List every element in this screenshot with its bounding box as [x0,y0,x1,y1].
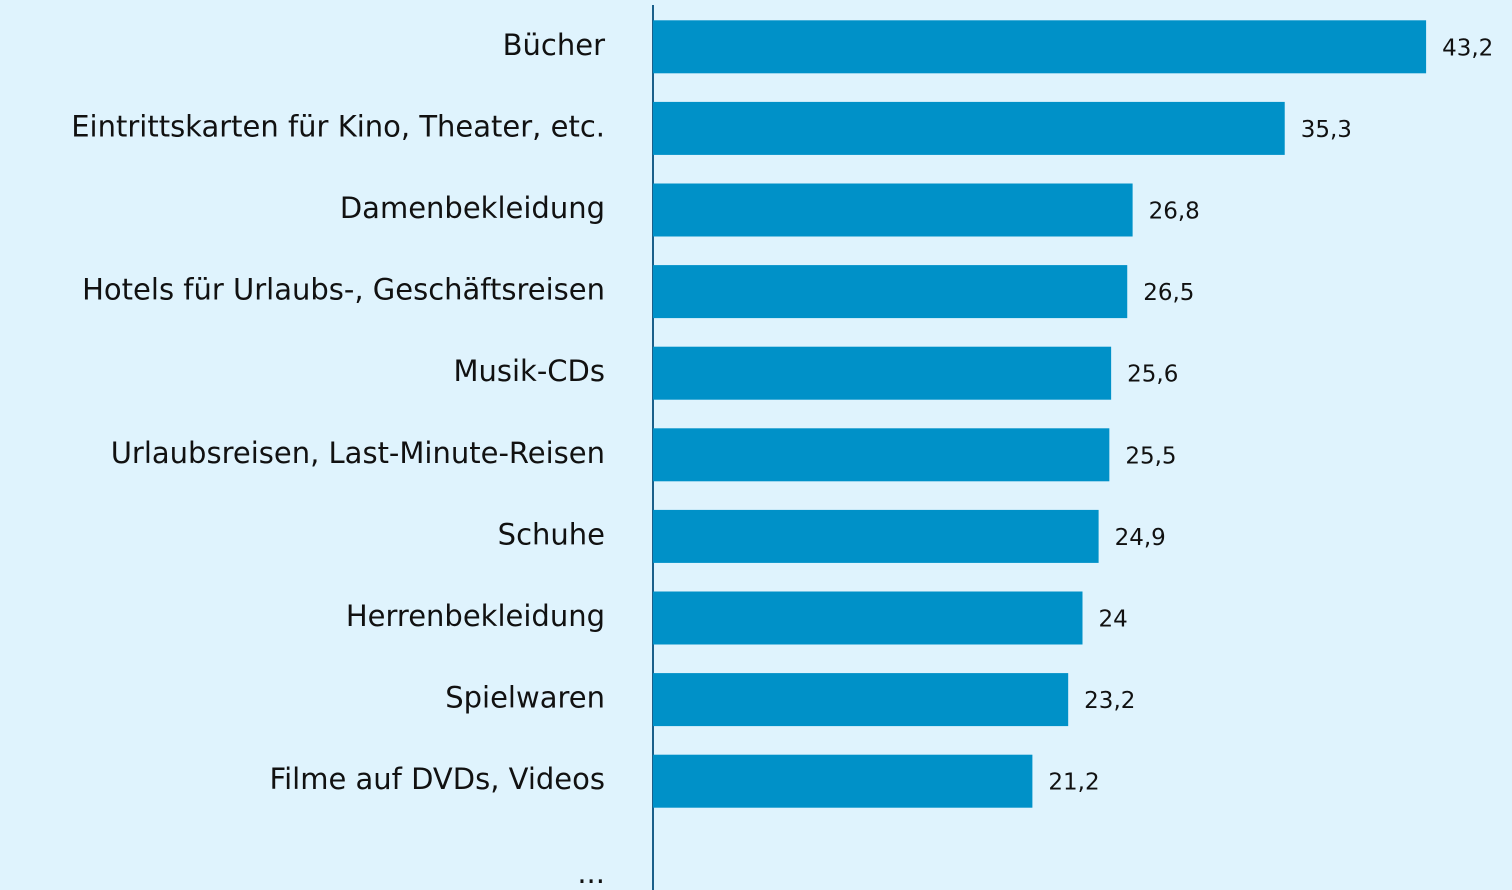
category-label: Eintrittskarten für Kino, Theater, etc. [71,109,605,143]
bar [653,509,1099,563]
value-label: 23,2 [1084,688,1135,714]
bar [653,673,1069,727]
value-label: 43,2 [1442,35,1493,61]
bar [653,101,1285,155]
category-label: Bücher [503,28,605,62]
value-label: 21,2 [1048,770,1099,796]
category-label: Hotels für Urlaubs-, Geschäftsreisen [82,273,605,307]
value-label: 25,6 [1127,362,1178,388]
bar [653,346,1112,400]
category-label: Spielwaren [445,681,605,715]
category-label: Urlaubsreisen, Last-Minute-Reisen [111,436,605,470]
category-label: Musik-CDs [453,354,605,388]
bar [653,183,1133,237]
category-label: Damenbekleidung [340,191,605,225]
category-label: ... [577,856,605,890]
bar [653,265,1128,319]
category-label: Filme auf DVDs, Videos [270,762,605,796]
category-label: Herrenbekleidung [346,599,605,633]
bar [653,428,1110,482]
value-label: 35,3 [1301,117,1352,143]
bar [653,591,1083,645]
value-label: 25,5 [1125,443,1176,469]
value-label: 26,5 [1143,280,1194,306]
bar [653,20,1427,74]
bar [653,754,1033,808]
value-label: 24 [1099,607,1128,633]
value-label: 24,9 [1115,525,1166,551]
value-label: 26,8 [1149,199,1200,225]
category-label: Schuhe [498,517,605,551]
